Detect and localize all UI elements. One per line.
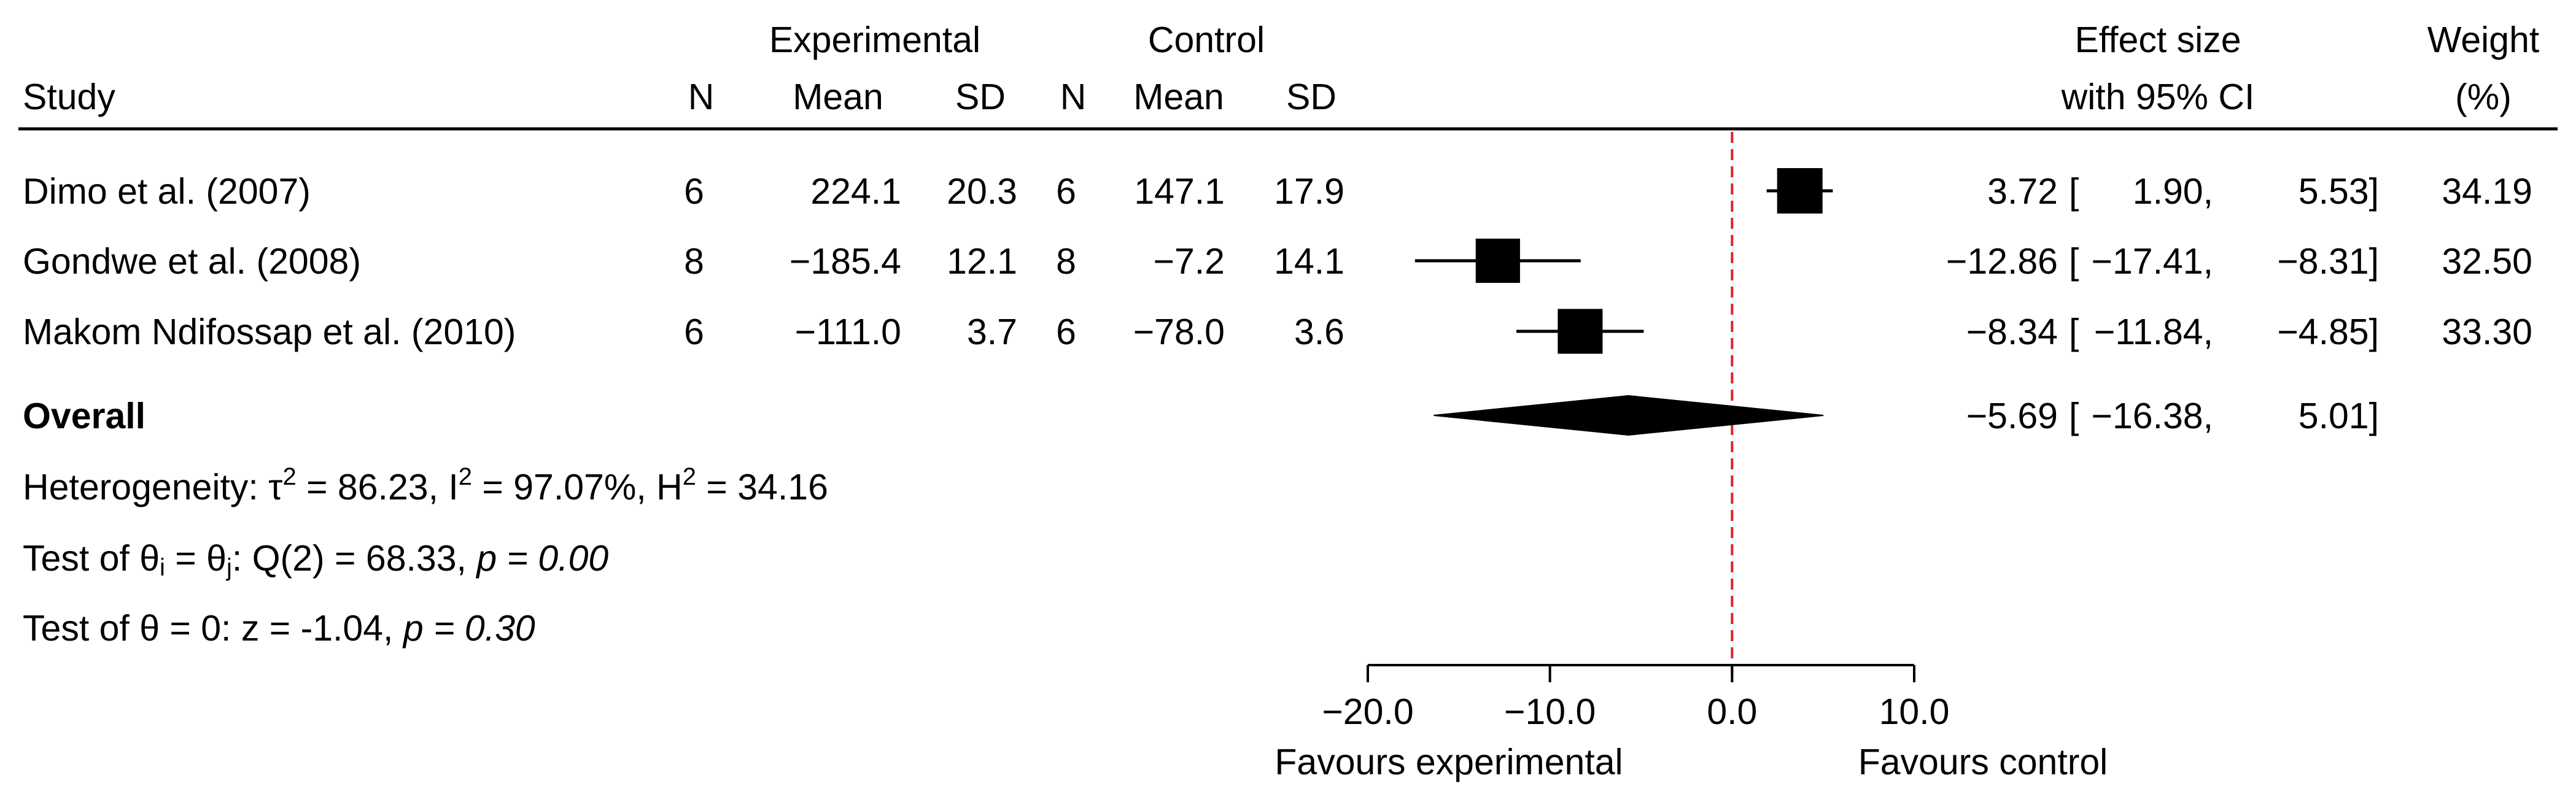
- exp-mean: −185.4: [789, 241, 901, 282]
- exp-mean: 224.1: [810, 171, 901, 212]
- study-name: Gondwe et al. (2008): [23, 241, 361, 282]
- header-effect-size: Effect size: [2074, 20, 2241, 60]
- ci-open-bracket: [: [2069, 396, 2079, 436]
- study-name: Makom Ndifossap et al. (2010): [23, 312, 516, 352]
- ctl-mean: 147.1: [1134, 171, 1225, 212]
- x-axis-tick-label: −10.0: [1504, 691, 1596, 732]
- header-ctl-sd: SD: [1286, 77, 1336, 117]
- header-exp-mean: Mean: [793, 77, 883, 117]
- effect-marker: [1475, 238, 1520, 283]
- ctl-sd: 14.1: [1274, 241, 1344, 282]
- effect-marker: [1558, 309, 1603, 354]
- effect-marker: [1777, 168, 1823, 214]
- exp-n: 6: [684, 171, 704, 212]
- ci-upper: −4.85]: [2277, 312, 2379, 352]
- ci-lower: 1.90,: [2133, 171, 2213, 212]
- ci-open-bracket: [: [2069, 241, 2079, 282]
- overall-effect: −5.69: [1966, 396, 2058, 436]
- x-axis-tick-label: 10.0: [1879, 691, 1950, 732]
- weight: 32.50: [2442, 241, 2532, 282]
- ci-lower: −11.84,: [2094, 312, 2213, 352]
- header-control: Control: [1148, 20, 1265, 60]
- x-axis-tick-label: −20.0: [1322, 691, 1413, 732]
- header-exp-sd: SD: [955, 77, 1006, 117]
- effect-estimate: 3.72: [1987, 171, 2058, 212]
- header-ctl-mean: Mean: [1133, 77, 1224, 117]
- weight: 34.19: [2442, 171, 2532, 212]
- study-row: Gondwe et al. (2008) 8 −185.4 12.1 8 −7.…: [23, 238, 2532, 283]
- header-study: Study: [23, 77, 115, 117]
- effect-estimate: −12.86: [1946, 241, 2058, 282]
- x-axis-tick-label: 0.0: [1707, 691, 1757, 732]
- heterogeneity-text: Heterogeneity: τ2 = 86.23, I2 = 97.07%, …: [23, 463, 828, 507]
- q-test-text: Test of θi = θj: Q(2) = 68.33, p = 0.00: [23, 538, 608, 581]
- ctl-n: 6: [1056, 312, 1076, 352]
- header-experimental: Experimental: [769, 20, 980, 60]
- header-weight-pct: (%): [2455, 77, 2512, 117]
- ctl-n: 8: [1056, 241, 1076, 282]
- ci-open-bracket: [: [2069, 171, 2079, 212]
- effect-estimate: −8.34: [1966, 312, 2058, 352]
- exp-mean: −111.0: [795, 312, 901, 352]
- ci-open-bracket: [: [2069, 312, 2079, 352]
- weight: 33.30: [2442, 312, 2532, 352]
- ctl-sd: 17.9: [1274, 171, 1344, 212]
- ctl-mean: −78.0: [1133, 312, 1225, 352]
- overall-label: Overall: [23, 396, 145, 436]
- ci-upper: 5.53]: [2299, 171, 2379, 212]
- exp-n: 8: [684, 241, 704, 282]
- x-axis: −20.0 −10.0 0.0 10.0: [1322, 664, 1950, 732]
- ci-lower: −17.41,: [2092, 241, 2214, 282]
- study-row: Makom Ndifossap et al. (2010) 6 −111.0 3…: [23, 309, 2532, 354]
- header-exp-n: N: [688, 77, 715, 117]
- ctl-mean: −7.2: [1154, 241, 1225, 282]
- ctl-sd: 3.6: [1294, 312, 1344, 352]
- exp-sd: 20.3: [947, 171, 1017, 212]
- z-test-text: Test of θ = 0: z = -1.04, p = 0.30: [23, 608, 535, 649]
- header-weight: Weight: [2427, 20, 2540, 60]
- ctl-n: 6: [1056, 171, 1076, 212]
- exp-sd: 12.1: [947, 241, 1017, 282]
- study-name: Dimo et al. (2007): [23, 171, 311, 212]
- favours-experimental-label: Favours experimental: [1274, 742, 1623, 782]
- header-ctl-n: N: [1060, 77, 1087, 117]
- exp-n: 6: [684, 312, 704, 352]
- overall-row: Overall −5.69 [ −16.38, 5.01]: [23, 395, 2379, 436]
- study-row: Dimo et al. (2007) 6 224.1 20.3 6 147.1 …: [23, 168, 2532, 214]
- overall-diamond: [1433, 395, 1824, 436]
- overall-ci-upper: 5.01]: [2299, 396, 2379, 436]
- ci-upper: −8.31]: [2277, 241, 2379, 282]
- overall-ci-lower: −16.38,: [2092, 396, 2214, 436]
- favours-control-label: Favours control: [1858, 742, 2108, 782]
- exp-sd: 3.7: [967, 312, 1017, 352]
- header-ci: with 95% CI: [2061, 77, 2255, 117]
